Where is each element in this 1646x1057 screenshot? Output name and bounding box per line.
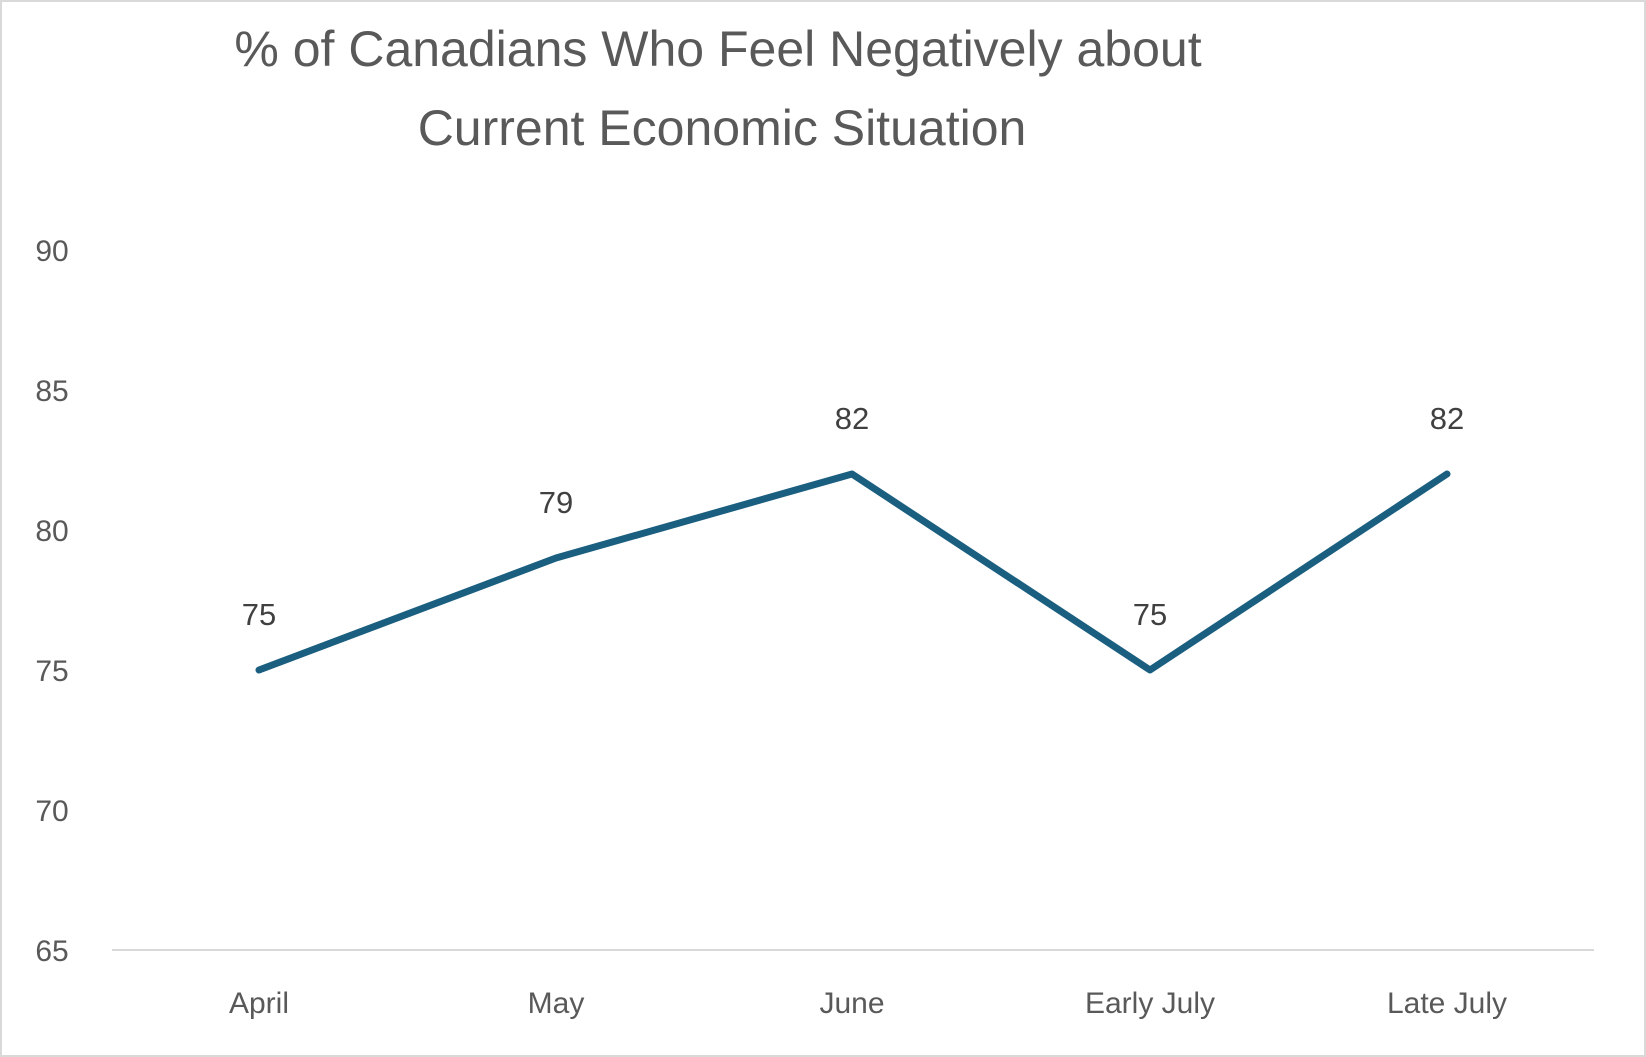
- data-label: 75: [1133, 597, 1167, 632]
- data-point: [1446, 473, 1448, 475]
- y-tick-label: 75: [35, 655, 68, 688]
- data-label: 82: [1430, 401, 1464, 436]
- series-line: [255, 470, 1451, 674]
- data-point: [851, 473, 853, 475]
- x-tick-label: Late July: [1387, 987, 1507, 1020]
- data-label: 79: [539, 485, 573, 520]
- x-tick-label: Early July: [1085, 987, 1215, 1020]
- y-tick-label: 65: [35, 935, 68, 968]
- x-tick-label: June: [819, 987, 884, 1020]
- chart-title-line-2: Current Economic Situation: [418, 100, 1027, 156]
- y-tick-label: 80: [35, 515, 68, 548]
- y-tick-label: 70: [35, 795, 68, 828]
- y-tick-label: 90: [35, 235, 68, 268]
- x-tick-label: May: [528, 987, 585, 1020]
- x-tick-label: April: [229, 987, 289, 1020]
- data-point: [258, 669, 260, 671]
- chart-title-line-1: % of Canadians Who Feel Negatively about: [234, 21, 1201, 77]
- data-label: 82: [835, 401, 869, 436]
- data-point: [555, 557, 557, 559]
- data-label: 75: [242, 597, 276, 632]
- y-tick-label: 85: [35, 375, 68, 408]
- data-point: [1149, 669, 1151, 671]
